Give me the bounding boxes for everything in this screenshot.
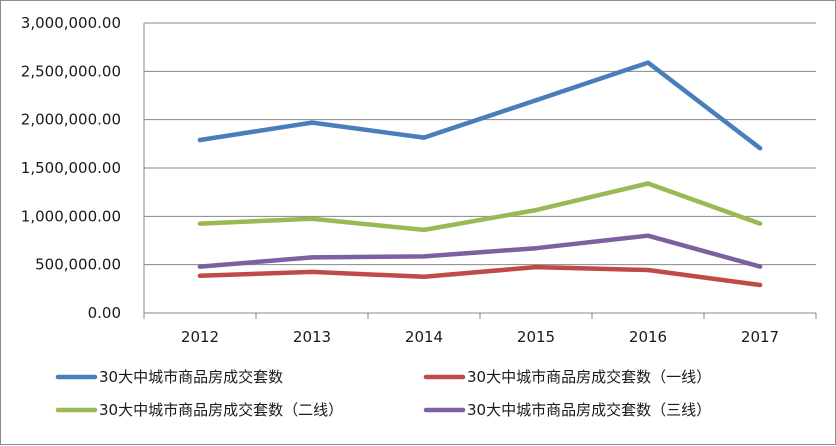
data-point (309, 216, 315, 221)
series-line-4 (197, 233, 763, 269)
data-point (309, 255, 315, 260)
y-tick-label: 500,000.00 (35, 256, 121, 274)
data-point (533, 98, 539, 103)
data-point (309, 120, 315, 125)
x-tick-label: 2012 (181, 328, 219, 346)
y-tick-label: 1,500,000.00 (21, 159, 121, 177)
legend-label: 30大中城市商品房成交套数（一线） (467, 368, 711, 386)
data-point (645, 233, 651, 238)
data-point (645, 60, 651, 65)
data-point (533, 246, 539, 251)
legend-label: 30大中城市商品房成交套数 (99, 368, 283, 386)
data-point (533, 264, 539, 270)
data-point (421, 227, 427, 233)
x-tick-label: 2016 (629, 328, 667, 346)
data-point (645, 267, 651, 273)
data-point (197, 264, 203, 269)
x-tick-label: 2015 (517, 328, 555, 346)
legend-label: 30大中城市商品房成交套数（二线） (99, 401, 343, 419)
data-point (645, 181, 651, 186)
data-point (309, 269, 315, 275)
data-point (421, 274, 427, 279)
data-point (197, 221, 203, 226)
data-point (197, 273, 203, 278)
x-tick-label: 2014 (405, 328, 443, 346)
x-tick-label: 2013 (293, 328, 331, 346)
data-point (533, 207, 539, 213)
y-tick-label: 2,000,000.00 (21, 111, 121, 129)
data-point (757, 282, 763, 288)
data-point (421, 135, 427, 140)
x-tick-label: 2017 (741, 328, 779, 346)
data-point (421, 254, 427, 259)
y-tick-label: 0.00 (88, 304, 121, 322)
y-tick-label: 3,000,000.00 (21, 14, 121, 32)
data-point (757, 264, 763, 269)
data-point (757, 145, 763, 151)
series-line-2 (197, 264, 763, 288)
series-line-3 (197, 181, 763, 233)
series-line-1 (197, 60, 763, 151)
data-point (757, 221, 763, 226)
y-tick-label: 2,500,000.00 (21, 62, 121, 80)
data-point (197, 137, 203, 143)
y-tick-label: 1,000,000.00 (21, 207, 121, 225)
legend-label: 30大中城市商品房成交套数（三线） (467, 401, 711, 419)
